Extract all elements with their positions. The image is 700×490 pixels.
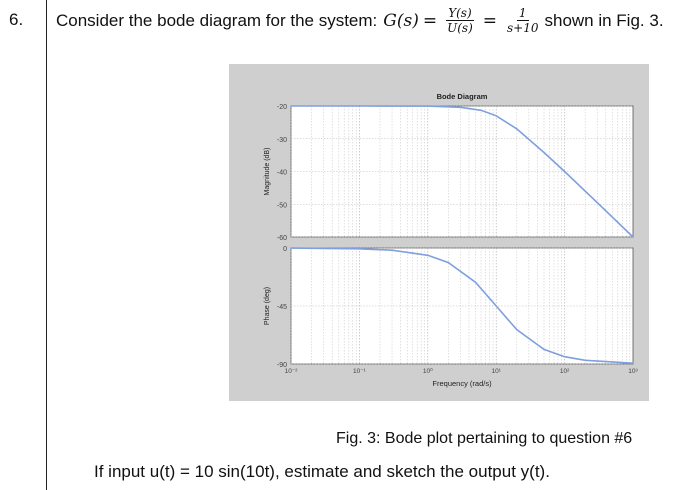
equals-sign: =	[422, 10, 438, 31]
magnitude-data-point	[290, 105, 292, 107]
question-number: 6.	[9, 10, 24, 29]
x-tick-label: 10⁻²	[285, 368, 299, 375]
fraction-denominator: s+10	[507, 21, 539, 35]
question-trail-text: shown in Fig. 3.	[544, 10, 664, 30]
magnitude-data-point	[563, 170, 566, 173]
magnitude-data-point	[596, 201, 598, 204]
magnitude-data-point	[516, 128, 518, 130]
magnitude-data-point	[480, 109, 482, 112]
phase-panel: 0 -45 -90	[277, 246, 634, 369]
magnitude-data-point	[459, 106, 462, 109]
chart-title: Bode Diagram	[437, 92, 488, 101]
magnitude-data-point	[632, 236, 634, 238]
task-statement: If input u(t) = 10 sin(10t), estimate an…	[94, 462, 550, 481]
phase-y-tick-label: -90	[277, 362, 287, 369]
bode-figure: -20 -30 -40 -50 -60 0 -45 -90 Bode Diagram 10⁻²…	[229, 64, 649, 401]
x-tick-label: 10³	[628, 368, 638, 375]
fraction-denominator: U(s)	[447, 21, 473, 35]
phase-data-point	[632, 362, 634, 365]
magnitude-data-point	[543, 151, 545, 154]
margin-divider	[46, 0, 47, 490]
axis-labels: Bode Diagram 10⁻² 10⁻¹ 10⁰ 10¹ 10² 10³ Frequenc…	[264, 92, 639, 388]
x-axis-label: Frequency (rad/s)	[432, 379, 492, 388]
phase-data-point	[584, 359, 586, 362]
magnitude-y-tick-label: -60	[277, 235, 287, 242]
phase-data-point	[543, 348, 545, 351]
phase-y-tick-label: -45	[277, 304, 287, 311]
magnitude-y-axis-label: Magnitude (dB)	[264, 148, 271, 196]
x-tick-label: 10¹	[491, 368, 501, 375]
phase-data-point	[495, 305, 498, 307]
fraction-numerator: Y(s)	[446, 6, 474, 21]
phase-y-axis-label: Phase (deg)	[264, 287, 271, 325]
magnitude-data-point	[495, 115, 498, 117]
magnitude-y-tick-label: -40	[277, 170, 287, 177]
phase-data-point	[290, 247, 292, 249]
question-statement: Consider the bode diagram for the system…	[56, 6, 664, 35]
question-lead-text: Consider the bode diagram for the system…	[56, 10, 378, 30]
figure-caption: Fig. 3: Bode plot pertaining to question…	[336, 430, 633, 447]
phase-y-tick-label: 0	[283, 246, 287, 253]
x-tick-label: 10⁻¹	[353, 368, 367, 375]
magnitude-panel: -20 -30 -40 -50 -60	[277, 104, 634, 242]
phase-data-point	[358, 248, 361, 250]
phase-response-line	[290, 247, 634, 364]
phase-data-point	[427, 254, 429, 257]
magnitude-data-point	[427, 105, 429, 107]
phase-data-point	[447, 261, 450, 264]
magnitude-y-tick-label: -30	[277, 137, 287, 144]
phase-data-point	[516, 328, 518, 331]
output-input-fraction: Y(s) U(s)	[445, 6, 475, 35]
x-tick-label: 10⁰	[423, 367, 433, 375]
bode-plot-svg: -20 -30 -40 -50 -60 0 -45 -90 Bode Diagram 10⁻²…	[264, 92, 639, 388]
fraction-numerator: 1	[516, 6, 529, 21]
magnitude-data-point	[358, 105, 361, 107]
transfer-function-lhs: G(s)	[383, 10, 419, 31]
phase-data-point	[474, 281, 477, 284]
phase-data-point	[563, 355, 566, 358]
transfer-function-fraction: 1 s+10	[505, 6, 540, 35]
x-tick-label: 10²	[560, 368, 570, 375]
magnitude-y-tick-label: -20	[277, 104, 287, 111]
magnitude-y-tick-label: -50	[277, 202, 287, 209]
equals-sign: =	[482, 10, 497, 31]
phase-data-point	[391, 249, 393, 251]
